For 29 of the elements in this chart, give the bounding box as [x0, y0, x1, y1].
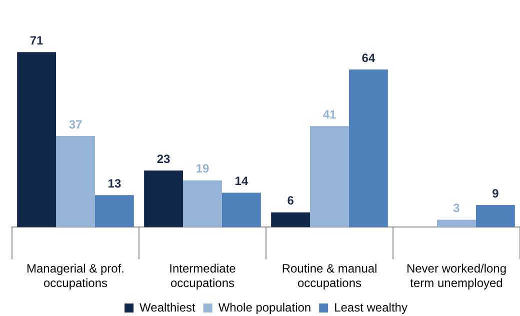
data-label: 3 — [453, 201, 460, 216]
data-label: 71 — [30, 34, 44, 48]
legend-label: Whole population — [218, 300, 312, 314]
bar — [348, 69, 388, 228]
bar — [476, 205, 515, 228]
bar — [437, 220, 476, 228]
data-label: 14 — [234, 174, 248, 188]
x-tick-label: Intermediate occupations — [169, 262, 236, 290]
x-tick-label: Managerial & prof. occupations — [26, 262, 125, 290]
bar — [222, 192, 261, 228]
data-label: 41 — [322, 107, 336, 122]
data-label: 6 — [287, 194, 294, 208]
x-tick-label: Routine & manual occupations — [282, 262, 378, 290]
data-label: 37 — [68, 117, 82, 132]
data-label: 13 — [108, 176, 122, 190]
bar — [271, 212, 310, 228]
legend-label: Least wealthy — [334, 300, 408, 314]
bar — [56, 136, 95, 228]
bar — [94, 195, 134, 228]
bar — [310, 126, 349, 228]
data-label: 9 — [492, 186, 500, 200]
data-label: 23 — [156, 152, 171, 166]
bar — [144, 170, 184, 228]
x-tick-label: Never worked/long term unemployed — [406, 262, 507, 290]
legend-label: Wealthiest — [140, 300, 196, 314]
data-label: 19 — [196, 162, 210, 176]
bar — [17, 52, 56, 228]
data-label: 64 — [362, 50, 376, 65]
bar — [183, 180, 222, 228]
